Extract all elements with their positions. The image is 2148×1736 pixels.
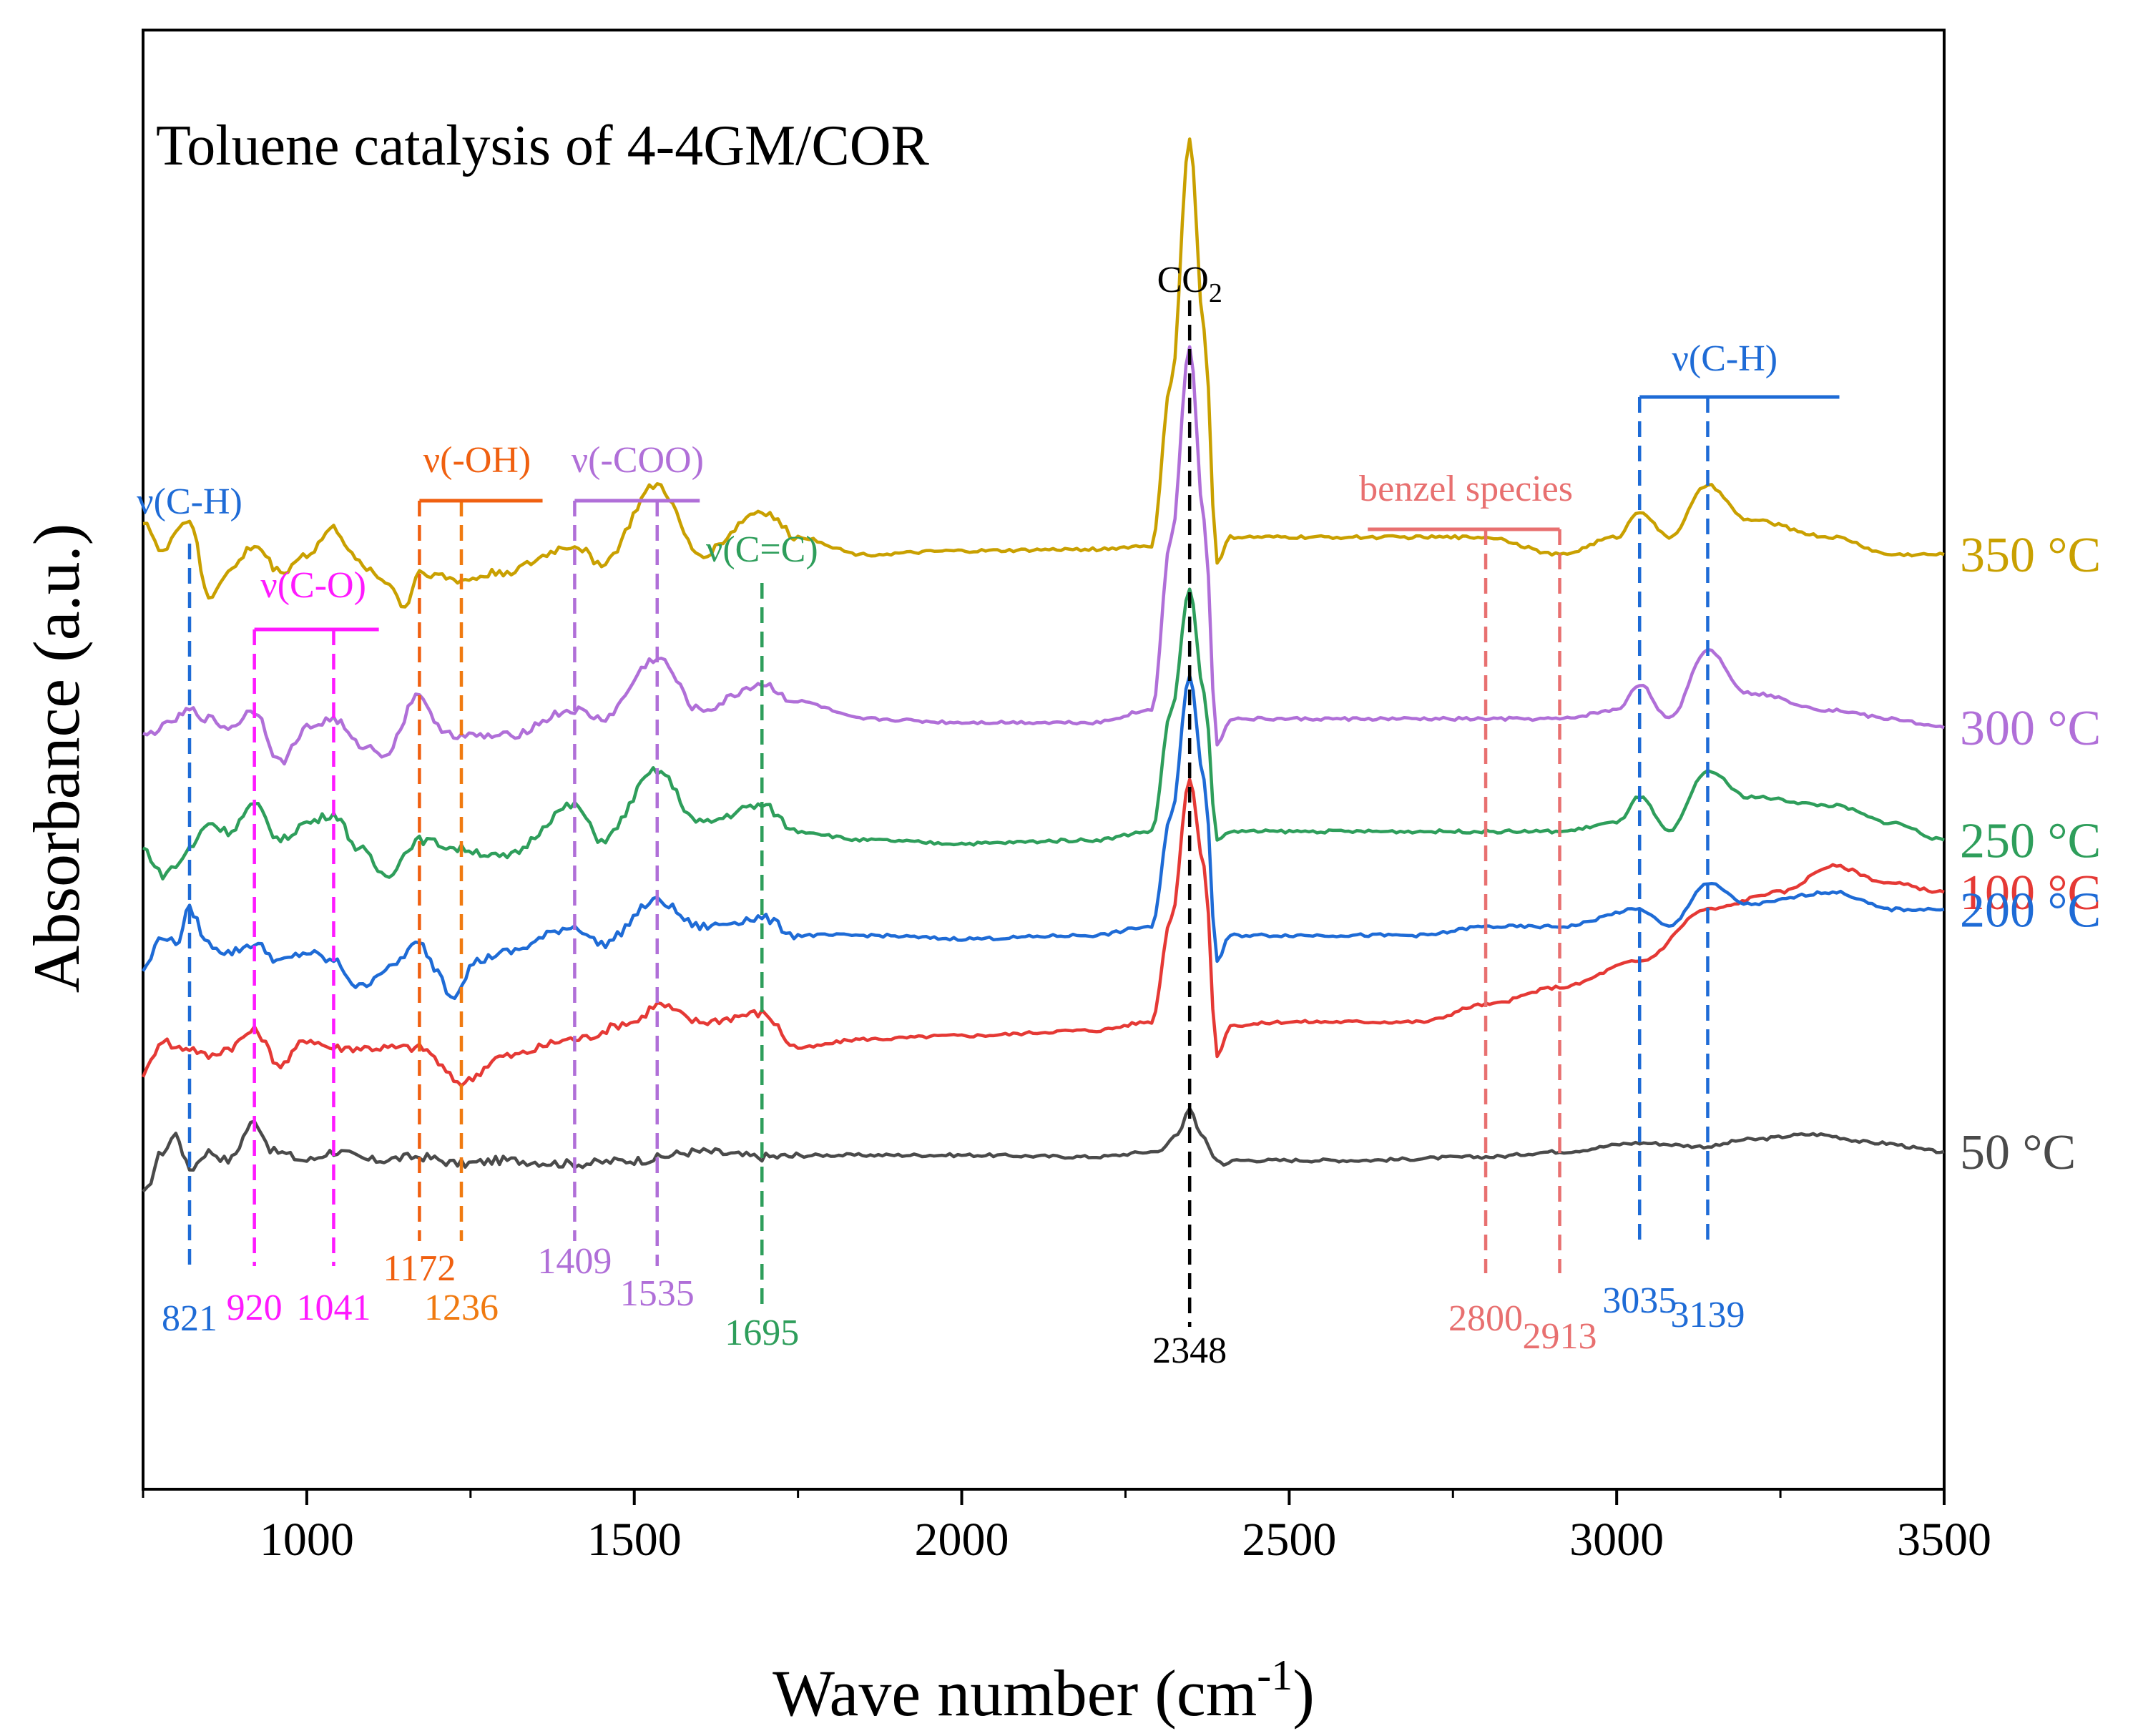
series-label: 250 °C [1960, 814, 2101, 869]
band-group-label: ν(C-O) [260, 565, 366, 606]
band-group-label: ν(C-H) [137, 481, 242, 522]
co2-label-sub: 2 [1209, 278, 1222, 308]
annotation-label: 1535 [620, 1273, 695, 1314]
annotation-label: 1172 [383, 1248, 456, 1289]
band-group-label: ν(-OH) [423, 440, 531, 481]
series-label: 300 °C [1960, 701, 2101, 756]
series-line-350C [142, 137, 1945, 609]
plot-frame [142, 29, 1946, 1491]
x-tick-label: 2500 [1242, 1514, 1336, 1566]
series-label: 100 °C [1960, 865, 2101, 921]
x-tick-label: 1500 [587, 1514, 682, 1566]
co2-label-main: CO [1157, 260, 1209, 300]
x-axis-ticks: 1000 1500 2000 2500 3000 3500 [142, 1489, 1991, 1566]
x-axis-title: Wave number (cm-1) [773, 1652, 1315, 1730]
annotation-label: 2348 [1152, 1330, 1227, 1371]
annotation-label: 3139 [1670, 1295, 1745, 1335]
x-tick-label: 3500 [1897, 1514, 1991, 1566]
x-tick-label: 2000 [915, 1514, 1009, 1566]
band-group-label: ν(-COO) [572, 440, 704, 481]
series-group [141, 137, 1945, 1193]
annotation-label: 1041 [296, 1288, 371, 1328]
x-axis-title-sup: -1 [1257, 1652, 1293, 1699]
chart-title: Toluene catalysis of 4-4GM/COR [156, 114, 930, 177]
series-line-100C [141, 778, 1945, 1088]
annotation-label: 3035 [1602, 1280, 1677, 1321]
series-label: 350 °C [1960, 528, 2101, 583]
x-axis-title-main: Wave number (cm [773, 1657, 1257, 1730]
y-axis-title: Absorbance (a.u.) [20, 524, 93, 994]
annotation-label: 920 [227, 1288, 283, 1328]
co2-label: CO2 [1157, 260, 1222, 308]
series-line-300C [142, 345, 1945, 766]
band-group-label: ν(C-H) [1672, 338, 1777, 379]
series-line-250C [142, 587, 1945, 881]
band-group-labels: ν(C-H) ν(C-O) ν(-OH) ν(-COO) ν(C=C) benzel sp… [137, 338, 1840, 632]
annotation-label: 1695 [725, 1313, 799, 1353]
x-tick-label: 1000 [260, 1514, 354, 1566]
band-group-label: benzel species [1359, 469, 1573, 509]
annotation-label: 821 [162, 1298, 217, 1339]
x-axis-title-close: ) [1293, 1657, 1315, 1730]
series-label: 200 °C [1960, 883, 2101, 938]
series-line-50C [142, 1107, 1945, 1193]
annotation-label: 1409 [537, 1241, 612, 1282]
series-line-200C [142, 674, 1945, 1001]
annotation-label: 1236 [424, 1288, 499, 1328]
x-tick-label: 3000 [1569, 1514, 1664, 1566]
series-label: 50 °C [1960, 1125, 2076, 1180]
band-group-label: ν(C=C) [706, 529, 818, 570]
annotation-label: 2913 [1523, 1316, 1597, 1357]
annotation-label: 2800 [1448, 1298, 1523, 1339]
